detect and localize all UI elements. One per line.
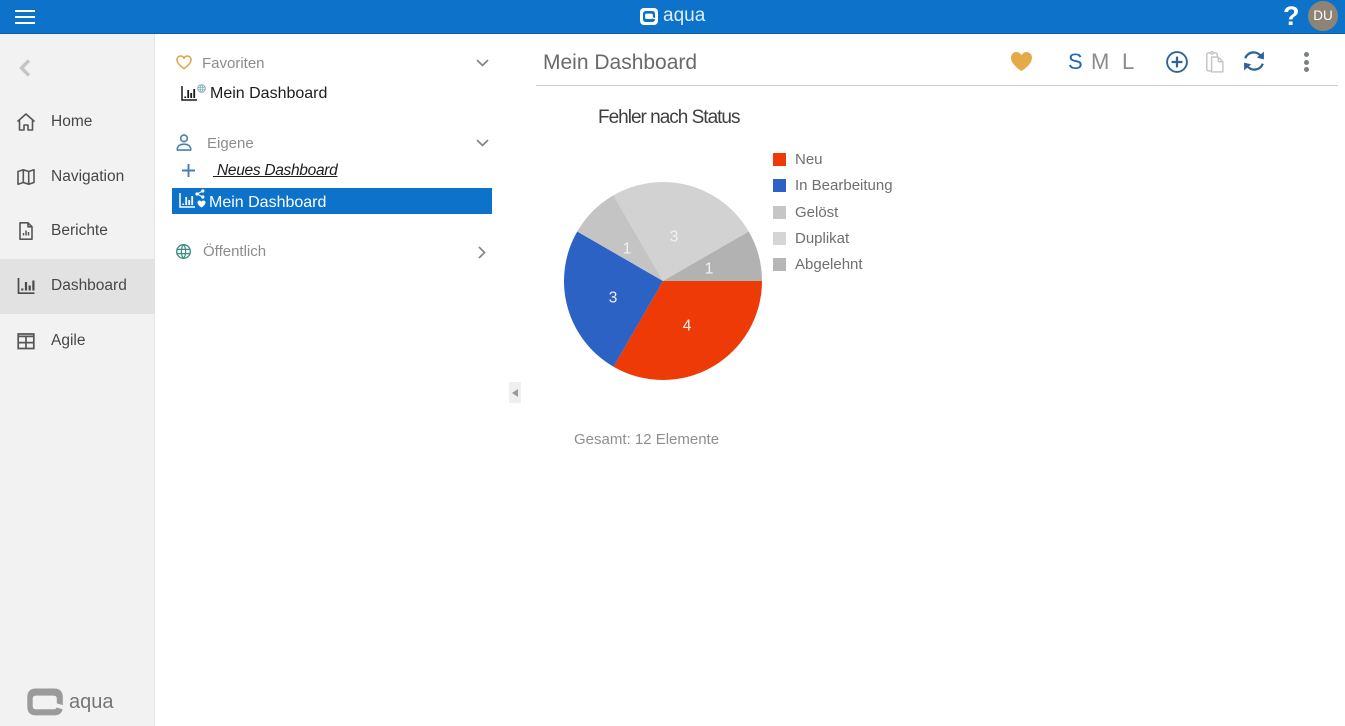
svg-text:1: 1 [623,241,632,258]
svg-text:4: 4 [683,318,692,335]
svg-text:3: 3 [670,229,679,246]
svg-text:3: 3 [609,290,618,307]
svg-text:1: 1 [705,261,714,278]
